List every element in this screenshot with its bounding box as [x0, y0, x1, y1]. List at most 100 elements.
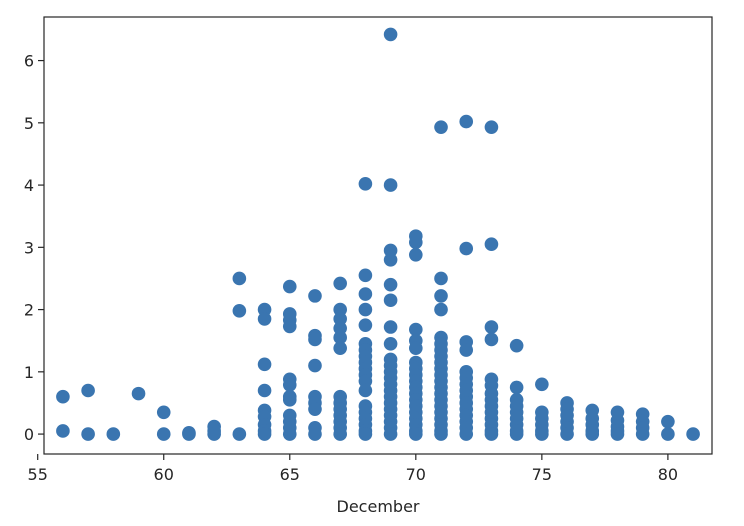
data-point [56, 389, 70, 404]
data-point [156, 427, 171, 441]
data-point [333, 427, 347, 441]
y-axis-ticks: 0 1 2 3 4 5 6 [24, 52, 44, 444]
data-point [56, 424, 70, 438]
data-point [509, 338, 524, 353]
data-point [156, 405, 171, 420]
data-point [333, 341, 347, 355]
data-point [308, 402, 322, 416]
data-point [635, 427, 650, 441]
data-point [535, 427, 549, 441]
data-point [409, 248, 423, 262]
data-point [610, 427, 625, 441]
data-point [585, 427, 600, 441]
data-point [383, 27, 398, 42]
data-point [484, 237, 499, 252]
data-point [383, 252, 398, 267]
data-point [383, 427, 398, 441]
data-point [358, 268, 373, 283]
data-point [308, 332, 322, 347]
y-tick-label: 0 [24, 425, 34, 444]
data-point [257, 357, 272, 372]
x-axis-ticks: 55 60 65 70 75 80 [28, 454, 678, 484]
data-point [282, 427, 297, 441]
data-points [56, 27, 700, 441]
plot-frame [43, 16, 713, 455]
data-point [282, 393, 297, 407]
data-point [308, 358, 322, 373]
data-point [358, 287, 373, 301]
data-point [459, 343, 474, 357]
data-point [282, 279, 297, 294]
data-point [484, 320, 499, 334]
data-point [434, 289, 448, 303]
data-point [459, 241, 474, 256]
x-tick-label: 60 [154, 465, 174, 484]
y-tick-label: 1 [24, 363, 34, 382]
data-point [358, 383, 373, 398]
data-point [459, 427, 474, 441]
data-point [358, 177, 373, 191]
data-point [383, 243, 398, 258]
data-point [434, 427, 448, 441]
data-point [409, 427, 423, 441]
data-point [383, 178, 398, 192]
data-point [358, 374, 373, 388]
data-point [661, 414, 675, 429]
data-point [358, 302, 373, 317]
data-point [257, 427, 272, 441]
data-point [484, 120, 499, 134]
x-tick-label: 65 [280, 465, 300, 484]
data-point [409, 341, 423, 355]
data-point [686, 427, 700, 441]
x-tick-label: 75 [532, 465, 552, 484]
data-point [383, 320, 398, 334]
data-point [383, 293, 398, 308]
data-point [535, 377, 549, 392]
data-point [232, 427, 247, 441]
data-point [333, 302, 347, 317]
data-point [282, 319, 297, 334]
data-point [661, 427, 675, 441]
x-tick-label: 55 [28, 465, 48, 484]
data-point [81, 383, 95, 398]
data-point [434, 271, 448, 286]
data-point [81, 427, 95, 441]
data-point [207, 427, 221, 441]
data-point [383, 337, 398, 351]
data-point [434, 120, 448, 134]
data-point [358, 427, 373, 441]
data-point [358, 318, 373, 332]
data-point [409, 322, 423, 337]
data-point [409, 235, 423, 250]
data-point [509, 380, 524, 395]
data-point [282, 378, 297, 392]
data-point [182, 427, 196, 441]
x-tick-label: 80 [658, 465, 678, 484]
x-axis-label: December [337, 497, 420, 516]
data-point [232, 271, 247, 286]
data-point [509, 427, 524, 441]
data-point [484, 332, 499, 347]
data-point [383, 277, 398, 292]
data-point [484, 427, 499, 441]
data-point [308, 289, 322, 303]
data-point [434, 302, 448, 317]
data-point [232, 304, 247, 318]
data-point [333, 321, 347, 336]
y-tick-label: 6 [24, 52, 34, 71]
y-tick-label: 3 [24, 238, 34, 257]
x-tick-label: 70 [406, 465, 426, 484]
y-tick-label: 2 [24, 301, 34, 320]
y-tick-label: 5 [24, 114, 34, 133]
data-point [308, 427, 322, 441]
data-point [257, 302, 272, 317]
data-point [257, 312, 272, 326]
y-tick-label: 4 [24, 176, 34, 195]
data-point [459, 114, 474, 129]
data-point [131, 386, 146, 401]
data-point [560, 427, 574, 441]
data-point [106, 427, 121, 441]
data-point [333, 276, 347, 291]
data-point [257, 383, 272, 398]
